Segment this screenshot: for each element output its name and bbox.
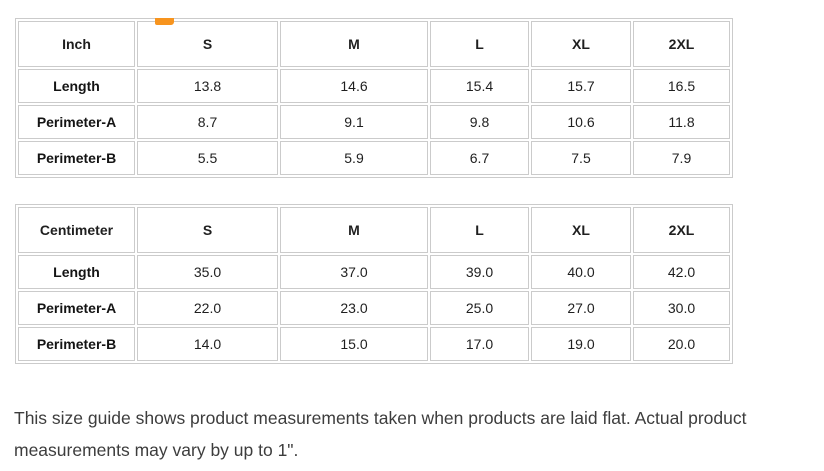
measurement-cell: 9.1 <box>280 105 428 139</box>
measurement-cell: 8.7 <box>137 105 278 139</box>
table-row: Length 35.0 37.0 39.0 40.0 42.0 <box>18 255 730 289</box>
size-header-cell: XL <box>531 207 631 253</box>
measurement-cell: 39.0 <box>430 255 529 289</box>
row-label-cell: Length <box>18 69 135 103</box>
row-label-cell: Perimeter-A <box>18 291 135 325</box>
table-row: Perimeter-A 8.7 9.1 9.8 10.6 11.8 <box>18 105 730 139</box>
table-row: Perimeter-B 14.0 15.0 17.0 19.0 20.0 <box>18 327 730 361</box>
measurement-cell: 7.9 <box>633 141 730 175</box>
size-guide-note: This size guide shows product measuremen… <box>14 402 806 466</box>
measurement-cell: 25.0 <box>430 291 529 325</box>
measurement-cell: 20.0 <box>633 327 730 361</box>
note-line-1: This size guide shows product measuremen… <box>14 408 747 428</box>
row-label-cell: Perimeter-B <box>18 327 135 361</box>
size-header-cell: XL <box>531 21 631 67</box>
inch-size-table: Inch S M L XL 2XL Length 13.8 14.6 15.4 … <box>15 18 733 178</box>
measurement-cell: 23.0 <box>280 291 428 325</box>
measurement-cell: 35.0 <box>137 255 278 289</box>
measurement-cell: 5.5 <box>137 141 278 175</box>
row-label-cell: Length <box>18 255 135 289</box>
size-header-cell: L <box>430 21 529 67</box>
measurement-cell: 5.9 <box>280 141 428 175</box>
size-header-cell: L <box>430 207 529 253</box>
size-header-cell: M <box>280 21 428 67</box>
measurement-cell: 27.0 <box>531 291 631 325</box>
measurement-cell: 11.8 <box>633 105 730 139</box>
measurement-cell: 14.0 <box>137 327 278 361</box>
table-header-row: Centimeter S M L XL 2XL <box>18 207 730 253</box>
size-header-cell: 2XL <box>633 207 730 253</box>
measurement-cell: 7.5 <box>531 141 631 175</box>
row-label-cell: Perimeter-B <box>18 141 135 175</box>
truncated-heading-fragment <box>155 18 174 25</box>
measurement-cell: 15.4 <box>430 69 529 103</box>
unit-header-cell: Inch <box>18 21 135 67</box>
table-row: Perimeter-B 5.5 5.9 6.7 7.5 7.9 <box>18 141 730 175</box>
measurement-cell: 40.0 <box>531 255 631 289</box>
measurement-cell: 6.7 <box>430 141 529 175</box>
unit-header-cell: Centimeter <box>18 207 135 253</box>
size-header-cell: M <box>280 207 428 253</box>
size-header-cell: 2XL <box>633 21 730 67</box>
measurement-cell: 15.0 <box>280 327 428 361</box>
measurement-cell: 37.0 <box>280 255 428 289</box>
centimeter-size-table: Centimeter S M L XL 2XL Length 35.0 37.0… <box>15 204 733 364</box>
measurement-cell: 42.0 <box>633 255 730 289</box>
table-header-row: Inch S M L XL 2XL <box>18 21 730 67</box>
measurement-cell: 15.7 <box>531 69 631 103</box>
table-row: Perimeter-A 22.0 23.0 25.0 27.0 30.0 <box>18 291 730 325</box>
note-line-2: measurements may vary by up to 1". <box>14 440 299 460</box>
table-row: Length 13.8 14.6 15.4 15.7 16.5 <box>18 69 730 103</box>
measurement-cell: 16.5 <box>633 69 730 103</box>
measurement-cell: 14.6 <box>280 69 428 103</box>
measurement-cell: 19.0 <box>531 327 631 361</box>
measurement-cell: 13.8 <box>137 69 278 103</box>
size-header-cell: S <box>137 21 278 67</box>
measurement-cell: 9.8 <box>430 105 529 139</box>
row-label-cell: Perimeter-A <box>18 105 135 139</box>
measurement-cell: 10.6 <box>531 105 631 139</box>
size-header-cell: S <box>137 207 278 253</box>
measurement-cell: 30.0 <box>633 291 730 325</box>
measurement-cell: 22.0 <box>137 291 278 325</box>
measurement-cell: 17.0 <box>430 327 529 361</box>
